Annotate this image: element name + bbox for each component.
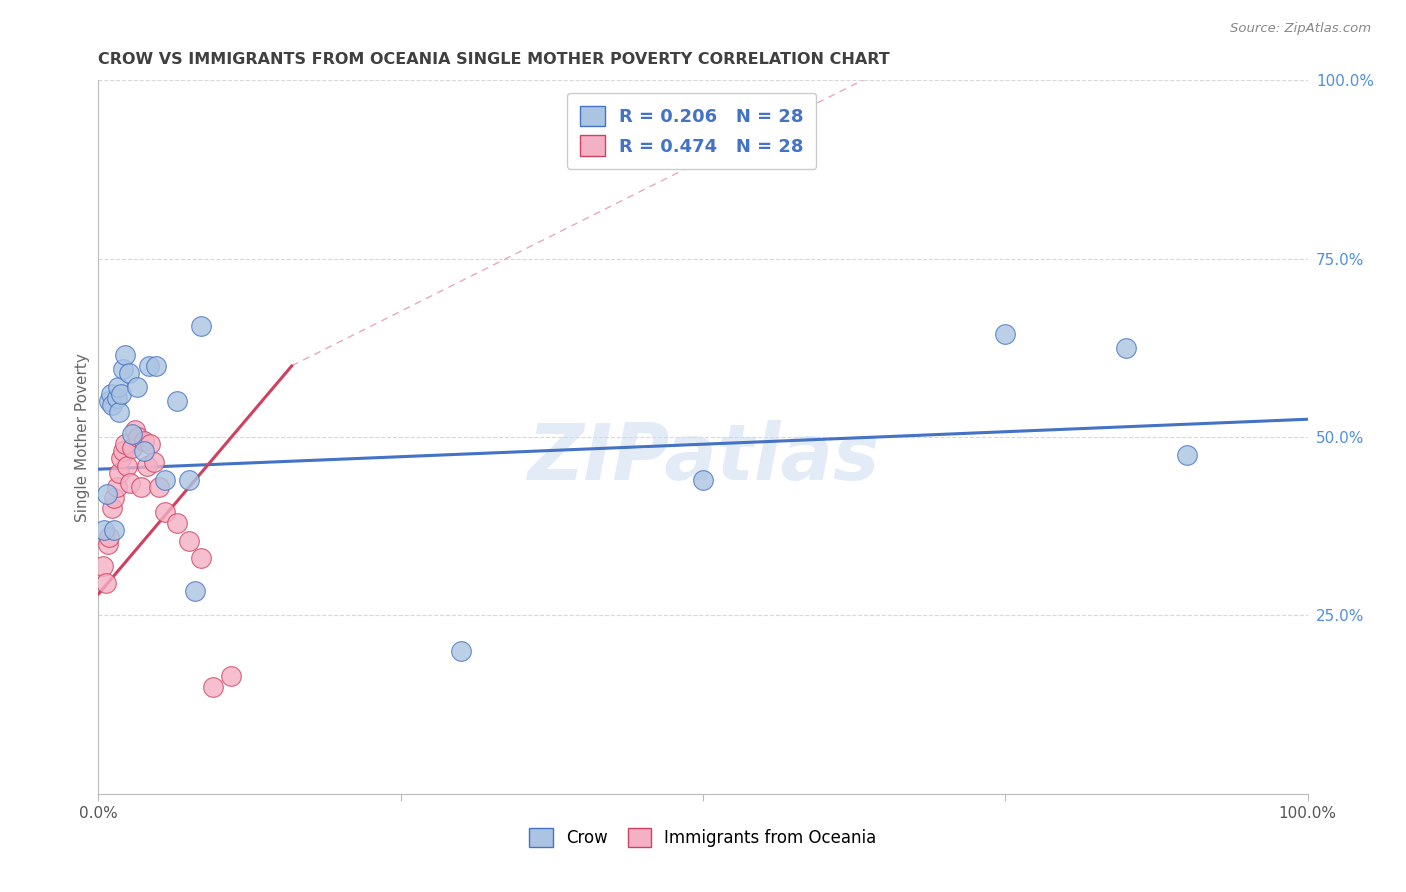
- Point: [994, 326, 1017, 341]
- Point: [94, 576, 117, 591]
- Point: [98, 530, 121, 544]
- Point: [166, 394, 188, 409]
- Point: [93, 523, 115, 537]
- Point: [134, 434, 156, 448]
- Point: [179, 533, 201, 548]
- Point: [190, 551, 212, 566]
- Text: CROW VS IMMIGRANTS FROM OCEANIA SINGLE MOTHER POVERTY CORRELATION CHART: CROW VS IMMIGRANTS FROM OCEANIA SINGLE M…: [98, 52, 890, 67]
- Point: [190, 319, 212, 334]
- Point: [153, 473, 176, 487]
- Point: [1175, 448, 1198, 462]
- Point: [96, 487, 118, 501]
- Point: [114, 348, 136, 362]
- Point: [105, 480, 128, 494]
- Point: [100, 387, 122, 401]
- Point: [153, 505, 176, 519]
- Point: [145, 359, 167, 373]
- Point: [129, 480, 152, 494]
- Point: [184, 583, 207, 598]
- Point: [127, 430, 149, 444]
- Point: [179, 473, 201, 487]
- Point: [114, 437, 136, 451]
- Point: [108, 405, 131, 419]
- Point: [139, 437, 162, 451]
- Point: [110, 387, 132, 401]
- Point: [97, 537, 120, 551]
- Point: [98, 394, 121, 409]
- Text: ZIPatlas: ZIPatlas: [527, 420, 879, 497]
- Point: [118, 366, 141, 380]
- Point: [100, 398, 122, 412]
- Point: [108, 466, 131, 480]
- Point: [110, 451, 132, 466]
- Point: [103, 491, 125, 505]
- Point: [148, 480, 170, 494]
- Point: [91, 558, 114, 573]
- Point: [143, 455, 166, 469]
- Point: [103, 523, 125, 537]
- Point: [105, 391, 128, 405]
- Point: [166, 516, 188, 530]
- Text: Source: ZipAtlas.com: Source: ZipAtlas.com: [1230, 22, 1371, 36]
- Point: [1115, 341, 1137, 355]
- Point: [127, 380, 149, 394]
- Point: [117, 458, 139, 473]
- Point: [111, 362, 134, 376]
- Point: [118, 476, 141, 491]
- Point: [135, 458, 157, 473]
- Point: [107, 380, 129, 394]
- Point: [111, 444, 134, 458]
- Y-axis label: Single Mother Poverty: Single Mother Poverty: [75, 352, 90, 522]
- Legend: Crow, Immigrants from Oceania: Crow, Immigrants from Oceania: [519, 818, 887, 857]
- Point: [221, 669, 243, 683]
- Point: [100, 501, 122, 516]
- Point: [121, 441, 143, 455]
- Point: [692, 473, 714, 487]
- Point: [138, 359, 160, 373]
- Point: [202, 680, 225, 694]
- Point: [450, 644, 472, 658]
- Point: [121, 426, 143, 441]
- Point: [134, 444, 156, 458]
- Point: [124, 423, 146, 437]
